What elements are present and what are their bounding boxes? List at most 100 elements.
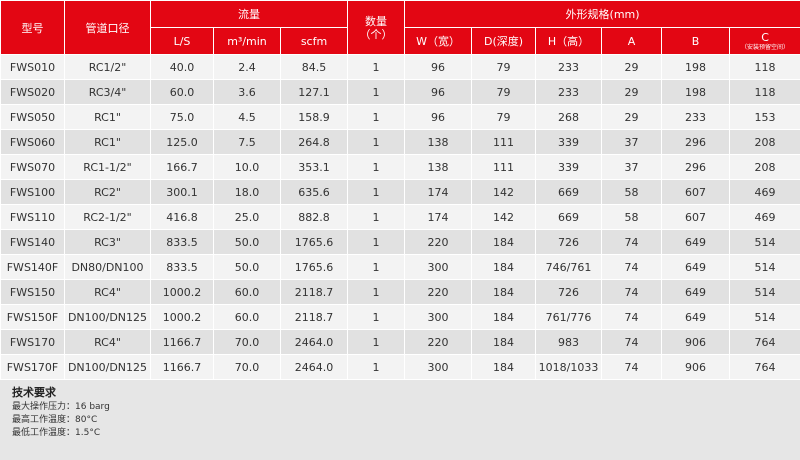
table-cell: 469 <box>729 204 800 230</box>
subheader-cell: L/S <box>150 27 214 55</box>
table-cell: 761/776 <box>535 304 603 330</box>
subheader-cell: m³/min <box>213 27 281 55</box>
table-cell: 50.0 <box>213 229 281 255</box>
table-cell: FWS110 <box>0 204 65 230</box>
header-quantity: 数量 （个） <box>347 0 406 55</box>
table-cell: 220 <box>404 279 473 305</box>
table-cell: 4.5 <box>213 104 281 130</box>
subheader-cell: H（高） <box>535 27 603 55</box>
table-cell: 469 <box>729 179 800 205</box>
table-cell: FWS150 <box>0 279 65 305</box>
table-cell: 353.1 <box>279 154 349 180</box>
table-cell: 58 <box>601 179 663 205</box>
table-cell: RC4" <box>64 279 151 305</box>
table-row: FWS170 RC4" 1166.7 70.0 2464.0 1 220 184 983 74 90… <box>0 329 800 355</box>
table-cell: RC4" <box>64 329 151 355</box>
table-row: FWS110 RC2-1/2" 416.8 25.0 882.8 1 174 142 669 58… <box>0 204 800 230</box>
table-row: FWS050 RC1" 75.0 4.5 158.9 1 96 79 268 29 233 153 <box>0 104 800 130</box>
table-cell: 833.5 <box>150 229 214 255</box>
header-model: 型号 <box>0 0 65 55</box>
table-cell: 70.0 <box>213 354 281 380</box>
table-cell: 153 <box>729 104 800 130</box>
table-row: FWS020 RC3/4" 60.0 3.6 127.1 1 96 79 233 29 198 118 <box>0 79 800 105</box>
table-cell: 764 <box>729 329 800 355</box>
table-cell: 1765.6 <box>279 229 349 255</box>
table-cell: 74 <box>601 304 663 330</box>
table-cell: 514 <box>729 279 800 305</box>
table-cell: 300 <box>404 254 473 280</box>
table-cell: 220 <box>404 329 473 355</box>
table-cell: 233 <box>535 54 603 80</box>
table-cell: 726 <box>535 279 603 305</box>
table-cell: 339 <box>535 154 603 180</box>
table-row: FWS100 RC2" 300.1 18.0 635.6 1 174 142 669 58 607 4… <box>0 179 800 205</box>
table-cell: 2118.7 <box>279 304 349 330</box>
table-cell: 1 <box>347 229 406 255</box>
table-row: FWS140F DN80/DN100 833.5 50.0 1765.6 1 300 184 7… <box>0 254 800 280</box>
table-cell: FWS140 <box>0 229 65 255</box>
table-cell: 300 <box>404 304 473 330</box>
table-cell: 300.1 <box>150 179 214 205</box>
table-cell: 1000.2 <box>150 279 214 305</box>
subheader-label: L/S <box>173 34 191 48</box>
table-cell: 268 <box>535 104 603 130</box>
table-cell: 96 <box>404 79 473 105</box>
table-cell: 40.0 <box>150 54 214 80</box>
table-cell: 983 <box>535 329 603 355</box>
subheader-label: A <box>627 34 636 48</box>
table-cell: 669 <box>535 204 603 230</box>
subheader-label: W（宽） <box>416 35 460 48</box>
subheader-cell: B <box>661 27 731 55</box>
subheader-cell: W（宽） <box>404 27 473 55</box>
table-cell: 60.0 <box>213 304 281 330</box>
table-cell: 649 <box>661 279 731 305</box>
table-cell: 37 <box>601 129 663 155</box>
subheader-label: scfm <box>300 34 328 48</box>
table-row: FWS010 RC1/2" 40.0 2.4 84.5 1 96 79 233 29 198 118 <box>0 54 800 80</box>
table-cell: 1 <box>347 179 406 205</box>
table-cell: 111 <box>471 154 537 180</box>
table-cell: 649 <box>661 254 731 280</box>
table-cell: 184 <box>471 354 537 380</box>
table-cell: 18.0 <box>213 179 281 205</box>
table-cell: 833.5 <box>150 254 214 280</box>
table-cell: 74 <box>601 329 663 355</box>
table-cell: 7.5 <box>213 129 281 155</box>
table-cell: RC1/2" <box>64 54 151 80</box>
table-cell: 74 <box>601 354 663 380</box>
spec-table: 型号 管道口径 流量 数量 （个） 外形规格(mm) L/S m³/min scfm… <box>0 0 800 380</box>
note-max-temperature: 最高工作温度：80°C <box>12 415 98 425</box>
table-cell: 29 <box>601 79 663 105</box>
table-cell: DN100/DN125 <box>64 354 151 380</box>
table-cell: 746/761 <box>535 254 603 280</box>
table-cell: FWS170 <box>0 329 65 355</box>
table-cell: FWS020 <box>0 79 65 105</box>
technical-requirements: 技术要求 最大操作压力：16 barg 最高工作温度：80°C 最低工作温度：1… <box>0 380 800 440</box>
table-cell: 166.7 <box>150 154 214 180</box>
table-row: FWS070 RC1-1/2" 166.7 10.0 353.1 1 138 111 339 37… <box>0 154 800 180</box>
table-cell: 60.0 <box>150 79 214 105</box>
table-cell: DN100/DN125 <box>64 304 151 330</box>
table-cell: 764 <box>729 354 800 380</box>
subheader-label: D(深度) <box>484 35 524 48</box>
table-cell: 2464.0 <box>279 329 349 355</box>
table-cell: 29 <box>601 104 663 130</box>
table-cell: 60.0 <box>213 279 281 305</box>
subheader-label: B <box>691 34 700 48</box>
table-cell: 1018/1033 <box>535 354 603 380</box>
table-cell: 1000.2 <box>150 304 214 330</box>
table-cell: 2.4 <box>213 54 281 80</box>
table-cell: RC1" <box>64 129 151 155</box>
subheader-c-note: （安装预留空间） <box>741 44 790 51</box>
table-cell: 184 <box>471 304 537 330</box>
table-cell: 111 <box>471 129 537 155</box>
table-cell: 669 <box>535 179 603 205</box>
table-cell: 184 <box>471 279 537 305</box>
table-cell: 649 <box>661 229 731 255</box>
subheader-label: H（高） <box>547 35 590 48</box>
table-cell: 1 <box>347 279 406 305</box>
table-row: FWS060 RC1" 125.0 7.5 264.8 1 138 111 339 37 296 20… <box>0 129 800 155</box>
table-cell: 2118.7 <box>279 279 349 305</box>
header-dimensions: 外形规格(mm) <box>404 0 800 28</box>
table-cell: 300 <box>404 354 473 380</box>
